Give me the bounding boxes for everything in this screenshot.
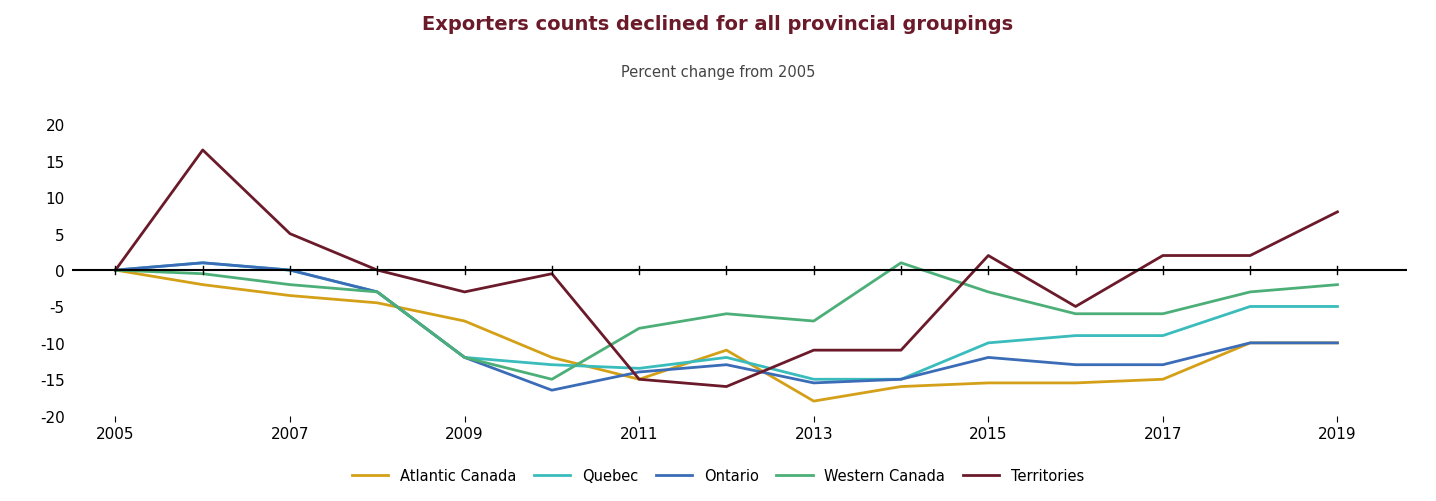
Territories (194, 148, 211, 154)
Western Canada (369, 289, 386, 295)
Atlantic Canada (1328, 340, 1346, 346)
Quebec (457, 355, 474, 361)
Western Canada (1242, 289, 1259, 295)
Atlantic Canada (1242, 340, 1259, 346)
Line: Territories: Territories (115, 151, 1337, 387)
Ontario (1155, 362, 1172, 368)
Western Canada (106, 268, 123, 274)
Atlantic Canada (281, 293, 299, 299)
Ontario (106, 268, 123, 274)
Territories (457, 289, 474, 295)
Text: Exporters counts declined for all provincial groupings: Exporters counts declined for all provin… (422, 15, 1014, 34)
Quebec (1155, 333, 1172, 339)
Western Canada (806, 319, 823, 325)
Western Canada (979, 289, 997, 295)
Line: Ontario: Ontario (115, 263, 1337, 390)
Atlantic Canada (979, 380, 997, 386)
Territories (1067, 304, 1084, 310)
Atlantic Canada (194, 282, 211, 288)
Ontario (1242, 340, 1259, 346)
Text: Percent change from 2005: Percent change from 2005 (620, 65, 816, 80)
Quebec (194, 260, 211, 266)
Line: Western Canada: Western Canada (115, 263, 1337, 380)
Territories (369, 268, 386, 274)
Ontario (806, 380, 823, 386)
Territories (106, 268, 123, 274)
Atlantic Canada (543, 355, 560, 361)
Quebec (630, 366, 648, 372)
Western Canada (892, 260, 909, 266)
Ontario (979, 355, 997, 361)
Line: Atlantic Canada: Atlantic Canada (115, 271, 1337, 401)
Atlantic Canada (718, 348, 735, 354)
Territories (1155, 253, 1172, 259)
Atlantic Canada (457, 319, 474, 325)
Atlantic Canada (369, 300, 386, 306)
Quebec (106, 268, 123, 274)
Ontario (457, 355, 474, 361)
Quebec (1242, 304, 1259, 310)
Atlantic Canada (1067, 380, 1084, 386)
Territories (1242, 253, 1259, 259)
Ontario (1328, 340, 1346, 346)
Western Canada (1328, 282, 1346, 288)
Legend: Atlantic Canada, Quebec, Ontario, Western Canada, Territories: Atlantic Canada, Quebec, Ontario, Wester… (346, 462, 1090, 488)
Quebec (1067, 333, 1084, 339)
Atlantic Canada (106, 268, 123, 274)
Territories (543, 271, 560, 277)
Atlantic Canada (630, 377, 648, 383)
Ontario (892, 377, 909, 383)
Western Canada (1155, 311, 1172, 317)
Territories (718, 384, 735, 390)
Ontario (630, 369, 648, 375)
Atlantic Canada (1155, 377, 1172, 383)
Ontario (1067, 362, 1084, 368)
Territories (979, 253, 997, 259)
Ontario (543, 387, 560, 393)
Ontario (194, 260, 211, 266)
Territories (892, 348, 909, 354)
Ontario (369, 289, 386, 295)
Atlantic Canada (806, 398, 823, 404)
Ontario (281, 268, 299, 274)
Quebec (806, 377, 823, 383)
Quebec (979, 340, 997, 346)
Quebec (281, 268, 299, 274)
Territories (281, 231, 299, 237)
Line: Quebec: Quebec (115, 263, 1337, 380)
Western Canada (281, 282, 299, 288)
Quebec (543, 362, 560, 368)
Quebec (892, 377, 909, 383)
Quebec (1328, 304, 1346, 310)
Western Canada (630, 326, 648, 332)
Quebec (369, 289, 386, 295)
Western Canada (194, 271, 211, 277)
Quebec (718, 355, 735, 361)
Atlantic Canada (892, 384, 909, 390)
Western Canada (543, 377, 560, 383)
Western Canada (1067, 311, 1084, 317)
Territories (630, 377, 648, 383)
Territories (1328, 209, 1346, 215)
Ontario (718, 362, 735, 368)
Western Canada (718, 311, 735, 317)
Western Canada (457, 355, 474, 361)
Territories (806, 348, 823, 354)
